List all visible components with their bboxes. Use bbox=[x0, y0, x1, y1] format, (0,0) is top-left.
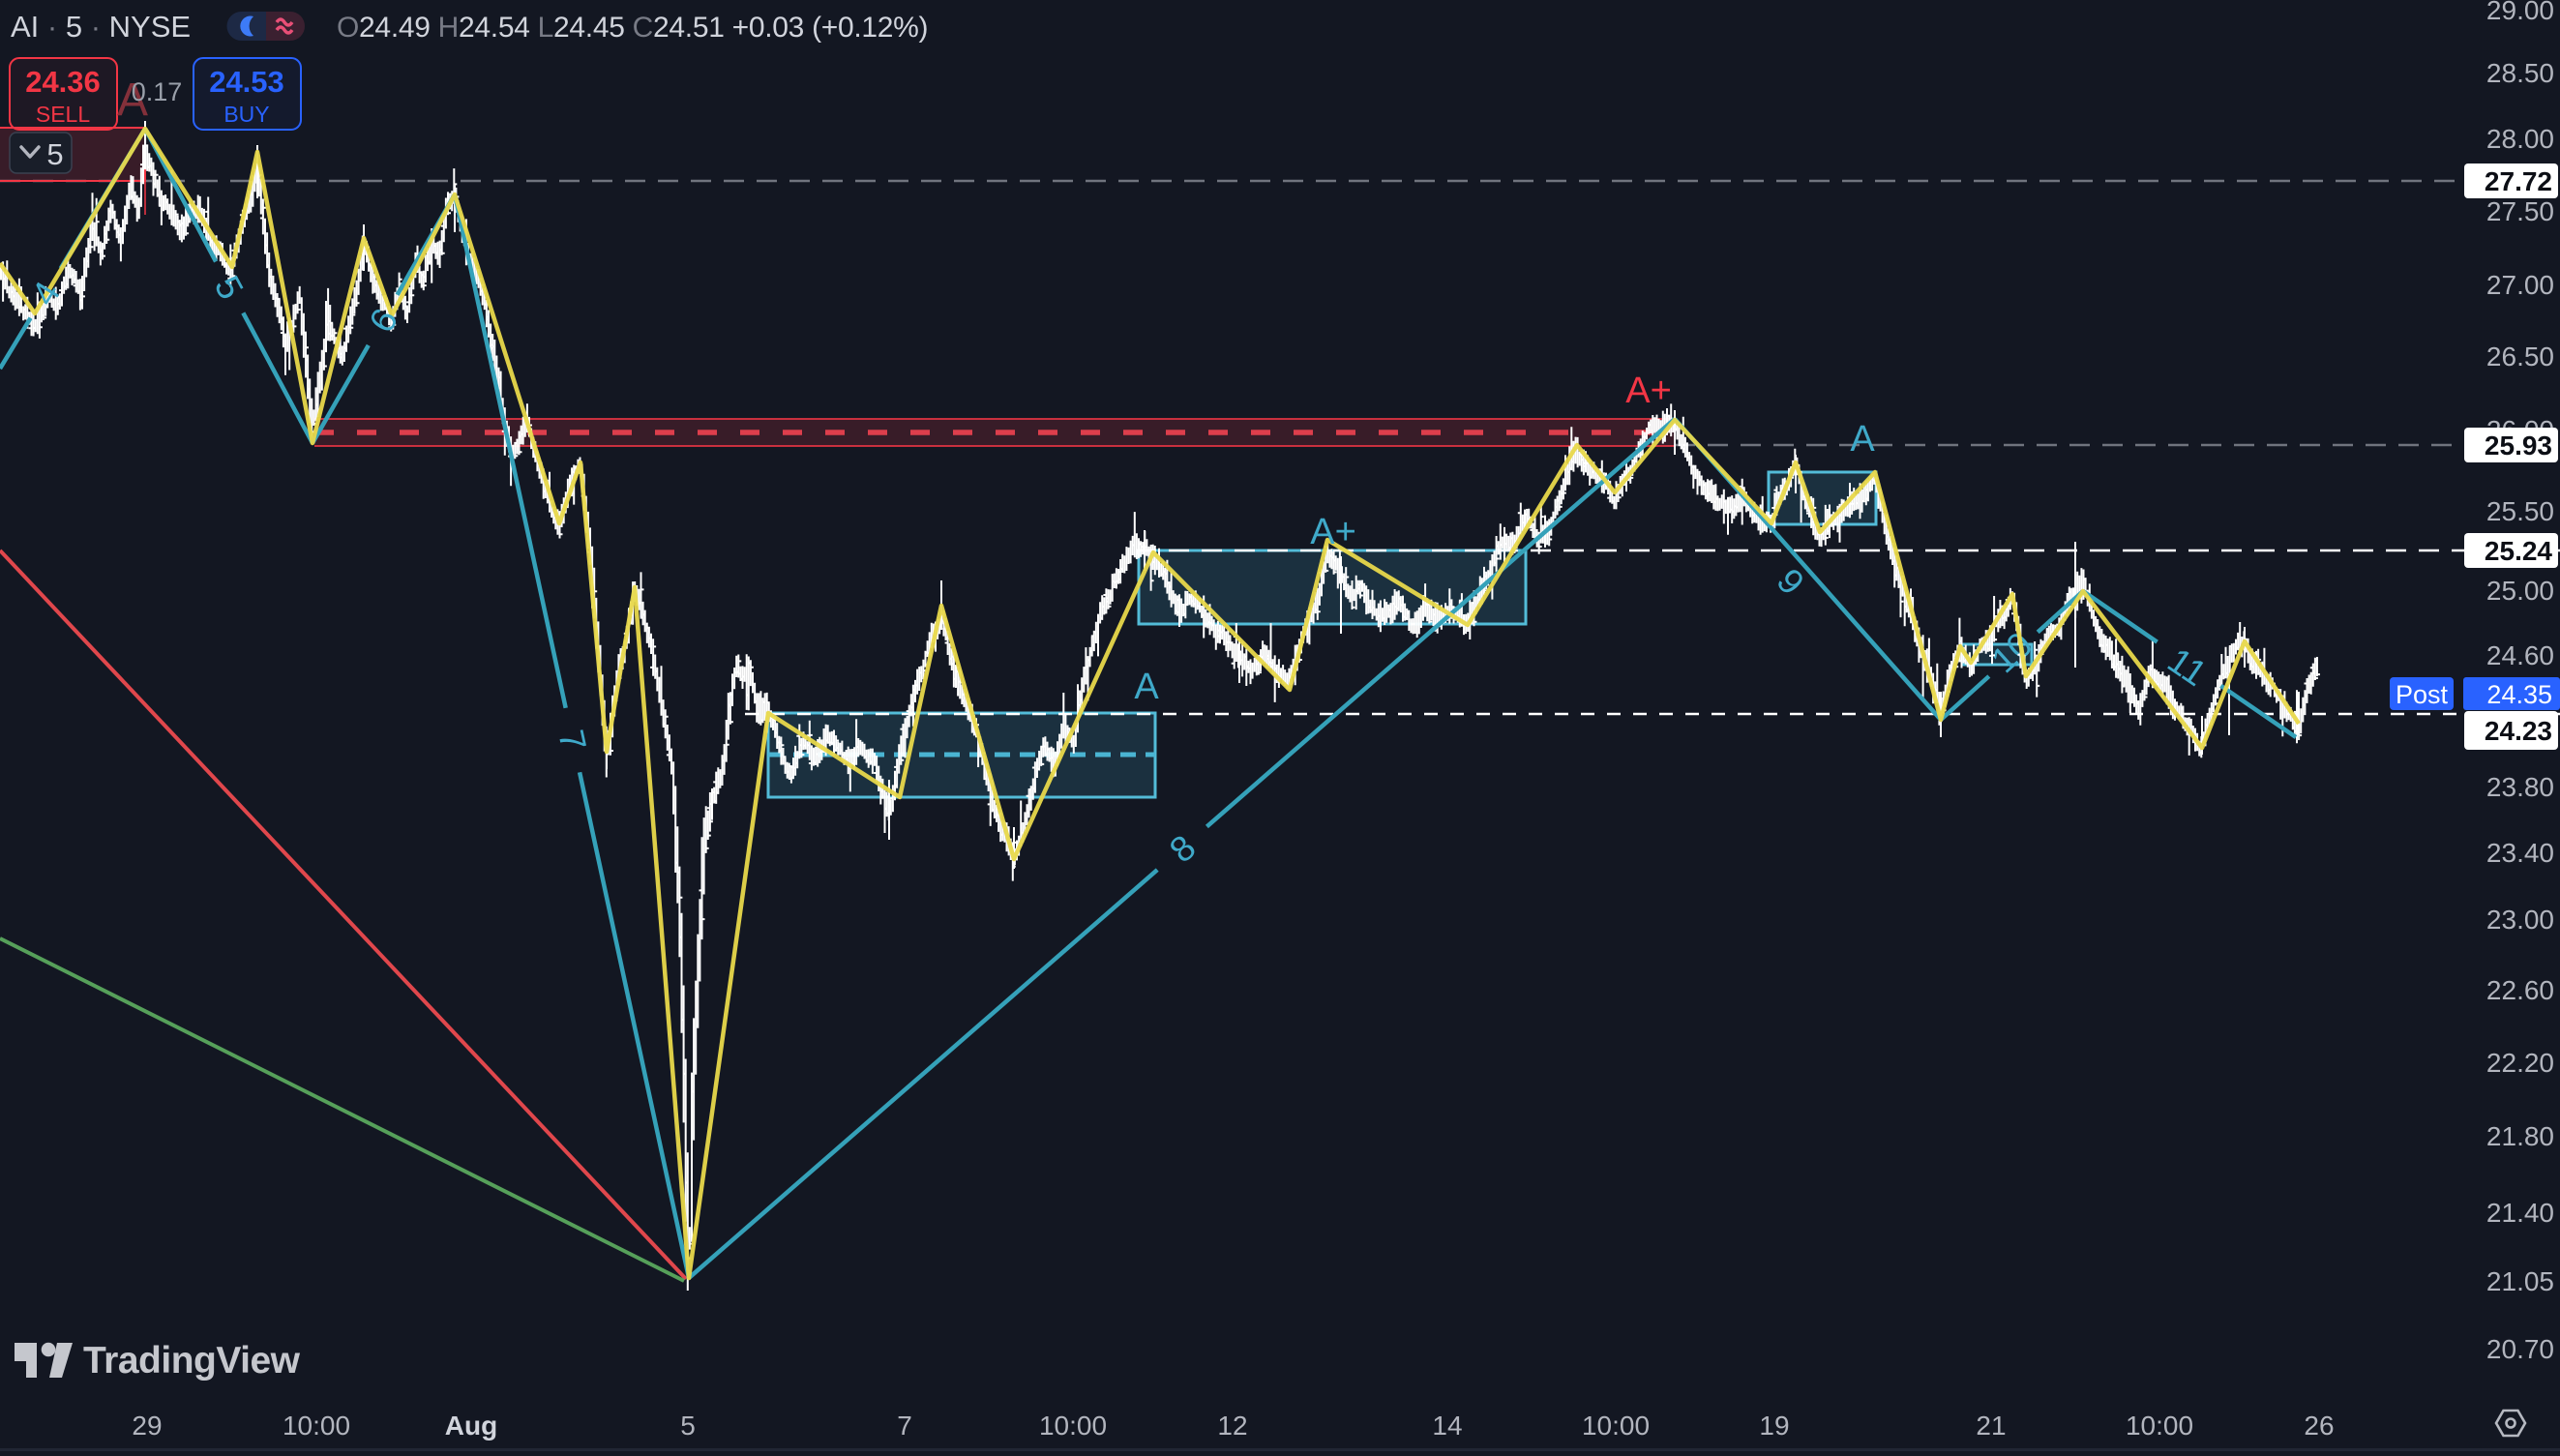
svg-text:21.05: 21.05 bbox=[2486, 1266, 2554, 1296]
svg-text:25.24: 25.24 bbox=[2485, 536, 2552, 566]
svg-text:14: 14 bbox=[1432, 1411, 1462, 1441]
svg-text:28.50: 28.50 bbox=[2486, 58, 2554, 88]
svg-text:23.00: 23.00 bbox=[2486, 905, 2554, 935]
svg-text:29: 29 bbox=[132, 1411, 162, 1441]
svg-text:22.60: 22.60 bbox=[2486, 975, 2554, 1005]
svg-text:27.50: 27.50 bbox=[2486, 196, 2554, 226]
svg-text:SELL: SELL bbox=[36, 102, 90, 127]
svg-text:BUY: BUY bbox=[223, 102, 269, 127]
svg-text:10:00: 10:00 bbox=[1582, 1411, 1650, 1441]
svg-text:A: A bbox=[1134, 667, 1159, 707]
svg-text:24.53: 24.53 bbox=[209, 65, 284, 99]
svg-text:A+: A+ bbox=[1310, 512, 1356, 552]
svg-text:20.70: 20.70 bbox=[2486, 1334, 2554, 1364]
svg-text:5: 5 bbox=[680, 1411, 696, 1441]
svg-text:O24.49 H24.54 L24.45 C24.51 +0: O24.49 H24.54 L24.45 C24.51 +0.03 (+0.12… bbox=[337, 12, 928, 44]
svg-text:12: 12 bbox=[1217, 1411, 1247, 1441]
svg-text:21.40: 21.40 bbox=[2486, 1198, 2554, 1228]
svg-text:26.50: 26.50 bbox=[2486, 342, 2554, 371]
svg-text:24.36: 24.36 bbox=[25, 65, 101, 99]
svg-text:27.00: 27.00 bbox=[2486, 270, 2554, 300]
svg-text:22.20: 22.20 bbox=[2486, 1048, 2554, 1078]
svg-text:10:00: 10:00 bbox=[2126, 1411, 2193, 1441]
svg-text:29.00: 29.00 bbox=[2486, 0, 2554, 25]
svg-text:7: 7 bbox=[897, 1411, 912, 1441]
svg-text:24.23: 24.23 bbox=[2485, 716, 2552, 746]
svg-text:Aug: Aug bbox=[445, 1411, 497, 1441]
svg-text:25.00: 25.00 bbox=[2486, 576, 2554, 606]
svg-text:AI · 5 · NYSE: AI · 5 · NYSE bbox=[11, 10, 191, 44]
svg-text:A: A bbox=[1850, 419, 1875, 460]
svg-text:25.93: 25.93 bbox=[2485, 431, 2552, 461]
svg-text:10:00: 10:00 bbox=[283, 1411, 350, 1441]
svg-text:28.00: 28.00 bbox=[2486, 124, 2554, 154]
svg-text:Post: Post bbox=[2396, 680, 2449, 709]
svg-text:25.50: 25.50 bbox=[2486, 496, 2554, 526]
svg-text:24.60: 24.60 bbox=[2486, 640, 2554, 670]
svg-text:TradingView: TradingView bbox=[83, 1340, 301, 1382]
svg-text:24.35: 24.35 bbox=[2486, 680, 2552, 709]
svg-text:26: 26 bbox=[2304, 1411, 2334, 1441]
svg-text:23.40: 23.40 bbox=[2486, 838, 2554, 868]
svg-text:21.80: 21.80 bbox=[2486, 1121, 2554, 1151]
svg-text:5: 5 bbox=[46, 137, 63, 171]
svg-text:10:00: 10:00 bbox=[1039, 1411, 1107, 1441]
svg-text:21: 21 bbox=[1976, 1411, 2006, 1441]
svg-text:23.80: 23.80 bbox=[2486, 772, 2554, 802]
svg-text:A: A bbox=[117, 74, 148, 126]
svg-text:A+: A+ bbox=[1625, 371, 1672, 411]
svg-text:19: 19 bbox=[1759, 1411, 1789, 1441]
svg-text:27.72: 27.72 bbox=[2485, 166, 2552, 196]
svg-text:0.17: 0.17 bbox=[132, 77, 183, 106]
